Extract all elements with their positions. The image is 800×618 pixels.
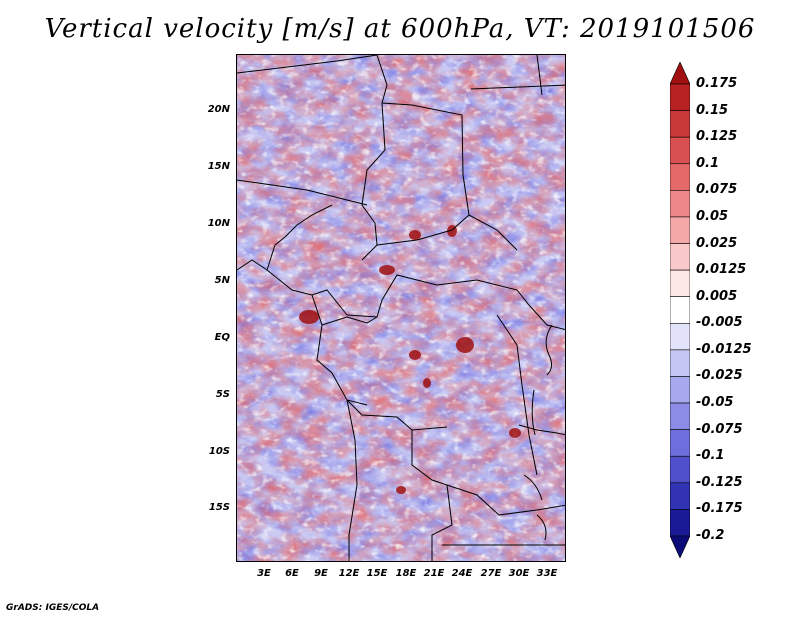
lat-label-eq: EQ [214, 332, 230, 343]
lat-label-5s: 5S [215, 389, 230, 400]
colorbar-level-label: -0.175 [696, 501, 743, 517]
colorbar-swatch [670, 216, 690, 244]
colorbar-level-label: 0.05 [696, 208, 729, 224]
colorbar-level-label: 0.125 [696, 129, 738, 145]
colorbar-swatch [670, 455, 690, 484]
lat-label-10n: 10N [207, 218, 230, 229]
lon-label-21e: 21E [423, 568, 445, 579]
colorbar-swatch [670, 429, 690, 457]
colorbar-level-label: -0.1 [696, 448, 725, 464]
colorbar-swatch [670, 190, 690, 218]
colorbar-swatch [670, 482, 690, 510]
colorbar-level-label: -0.0125 [696, 341, 752, 357]
lat-label-5n: 5N [214, 275, 230, 286]
colorbar-swatch [670, 402, 690, 430]
colorbar-level-label: 0.15 [696, 102, 729, 118]
lon-label-9e: 9E [314, 568, 328, 579]
grads-credit: GrADS: IGES/COLA [6, 603, 100, 613]
colorbar-min-arrow [670, 535, 690, 558]
lon-label-33e: 33E [536, 568, 558, 579]
colorbar-level-label: 0.1 [696, 155, 720, 171]
lon-label-12e: 12E [338, 568, 360, 579]
colorbar-max-arrow [670, 62, 690, 85]
colorbar-swatch [670, 269, 690, 298]
lon-label-3e: 3E [257, 568, 271, 579]
colorbar-level-label: 0.005 [696, 288, 738, 304]
map-panel [236, 54, 566, 562]
colorbar-level-label: 0.025 [696, 235, 738, 251]
lat-label-20n: 20N [207, 104, 230, 115]
colorbar-swatch [670, 110, 690, 138]
colorbar-swatch [670, 163, 690, 191]
colorbar-level-label: -0.005 [696, 315, 743, 331]
colorbar-swatch [670, 322, 690, 351]
country-boundaries [237, 55, 565, 561]
colorbar-level-label: 0.0125 [696, 262, 747, 278]
colorbar-swatch [670, 349, 690, 377]
colorbar-level-label: 0.175 [696, 76, 738, 91]
colorbar-swatch [670, 136, 690, 165]
colorbar [670, 62, 690, 558]
lon-label-24e: 24E [451, 568, 473, 579]
lat-label-10s: 10S [208, 446, 230, 457]
lon-label-30e: 30E [508, 568, 530, 579]
lat-label-15s: 15S [208, 502, 230, 513]
colorbar-level-label: -0.075 [696, 421, 743, 437]
lon-label-18e: 18E [395, 568, 417, 579]
colorbar-level-label: -0.025 [696, 368, 743, 384]
colorbar-swatch [670, 296, 690, 324]
colorbar-level-label: -0.05 [696, 395, 734, 411]
colorbar-level-label: -0.2 [696, 528, 725, 543]
vertical-velocity-field [237, 55, 565, 561]
lon-label-6e: 6E [285, 568, 299, 579]
colorbar-swatch [670, 376, 690, 404]
convection-cells [299, 225, 521, 494]
colorbar-level-label: -0.125 [696, 474, 743, 490]
lat-label-15n: 15N [207, 161, 230, 172]
lon-label-15e: 15E [366, 568, 388, 579]
colorbar-level-label: 0.075 [696, 182, 738, 198]
colorbar-swatch [670, 243, 690, 271]
lon-label-27e: 27E [480, 568, 502, 579]
colorbar-swatch [670, 509, 690, 537]
plot-title: Vertical velocity [m/s] at 600hPa, VT: 2… [44, 14, 756, 44]
colorbar-swatch [670, 83, 690, 111]
